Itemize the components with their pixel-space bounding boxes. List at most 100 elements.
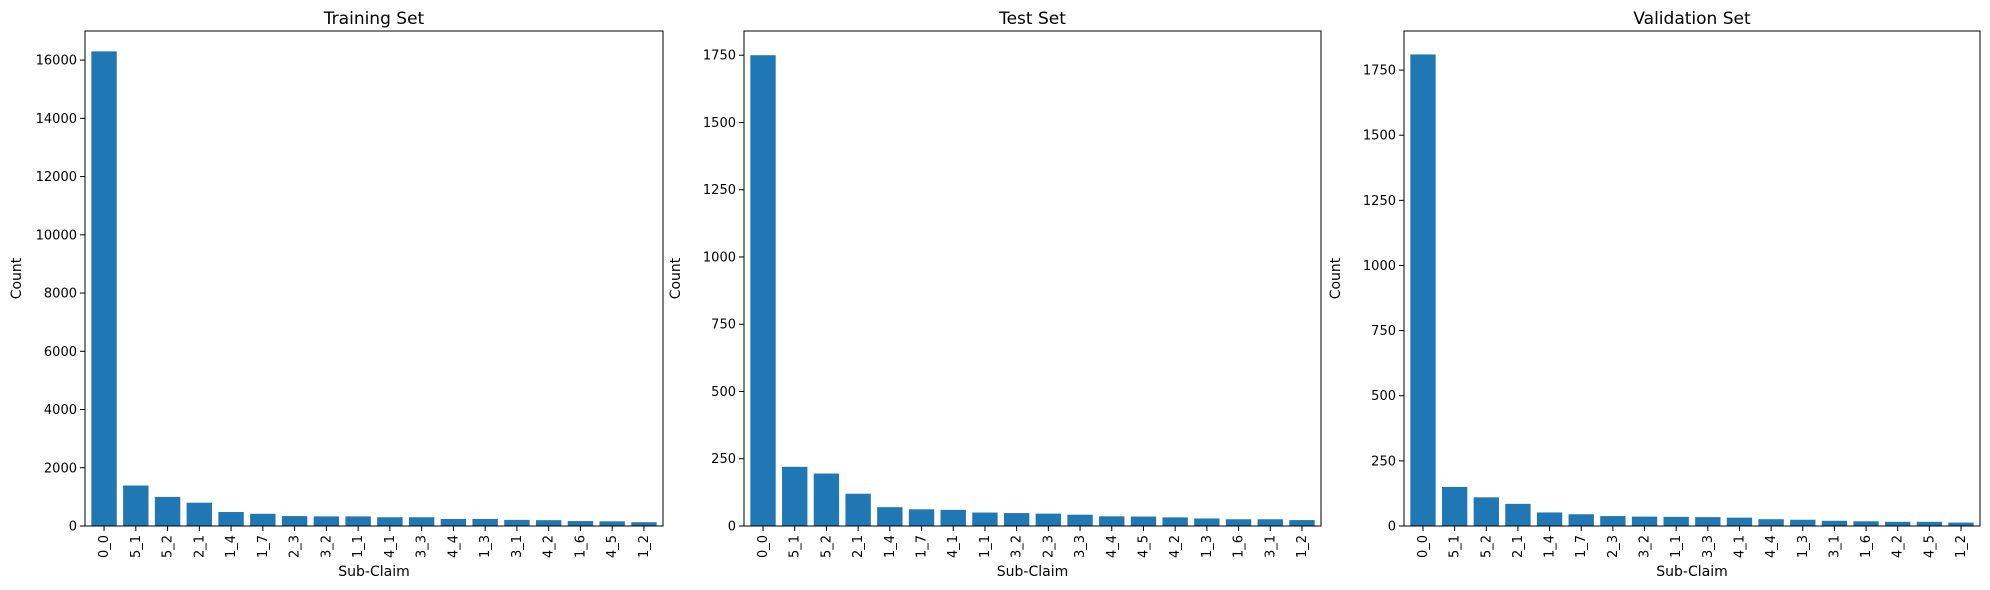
x-tick-label: 3_3 [415,535,430,558]
bar-3_2 [313,516,340,526]
bar-1_1 [1663,516,1689,526]
x-tick-label: 2_1 [192,535,207,558]
y-tick-label: 250 [1371,454,1396,469]
x-axis-label: Sub-Claim [1656,564,1727,580]
y-tick-label: 1750 [1363,64,1396,79]
y-tick-label: 1000 [1363,259,1396,274]
bar-5_2 [813,473,840,526]
x-tick-label: 1_7 [915,535,930,558]
bar-5_1 [123,485,149,526]
x-tick-label: 2_1 [1511,535,1526,558]
y-tick-label: 8000 [44,287,77,302]
x-tick-label: 4_4 [446,535,461,558]
y-axis-label: Count [668,257,684,299]
x-tick-label: 0_0 [756,535,771,558]
x-tick-label: 1_1 [1669,535,1684,558]
bar-1_4 [218,512,244,526]
chart-1: 0_0 5_1 5_2 2_1 1_4 1_7 4_1 1_1 3_2 2_3 3_3 4_4 4_5 4… [668,9,1322,580]
x-tick-label: 1_2 [1295,535,1310,558]
y-tick-label: 1250 [1363,194,1396,209]
x-tick-label: 1_6 [573,535,588,558]
bar-3_1 [1257,519,1283,526]
y-tick-label: 16000 [36,54,77,69]
y-tick-label: 10000 [36,228,77,243]
x-tick-label: 1_6 [1859,535,1874,558]
x-tick-label: 1_4 [883,535,898,558]
bar-1_2 [631,522,657,526]
bar-4_5 [1916,521,1943,526]
chart-2: 0_0 5_1 5_2 2_1 1_4 1_7 2_3 3_2 1_1 3_3 4_1 4_4 1_3 3… [1328,9,1981,580]
bar-3_3 [1067,514,1093,526]
bar-4_1 [377,517,403,526]
y-tick-label: 500 [711,385,736,400]
y-tick-label: 0 [728,520,736,535]
y-axis-label: Count [9,257,25,299]
x-tick-label: 1_2 [637,535,652,558]
bar-2_1 [186,502,213,526]
bar-3_1 [504,519,530,526]
x-tick-label: 4_5 [1922,535,1937,558]
bar-5_2 [154,496,181,526]
plot-frame [84,30,664,527]
y-tick-label: 250 [711,452,736,467]
x-tick-label: 5_2 [819,535,834,558]
x-tick-label: 0_0 [1416,535,1431,558]
x-tick-label: 1_6 [1232,535,1247,558]
bar-5_2 [1473,497,1499,526]
y-axis-label: Count [1328,257,1344,299]
x-tick-label: 1_7 [1574,535,1589,558]
bar-2_1 [845,493,871,526]
bar-2_3 [1035,513,1062,527]
bar-1_1 [972,512,998,526]
x-tick-label: 2_1 [851,535,866,558]
x-tick-label: 4_4 [1105,535,1120,558]
x-tick-label: 4_4 [1764,535,1779,558]
chart-0: 0_0 5_1 5_2 2_1 1_4 1_7 2_3 3_2 1_1 4_1 3_3 4_4 1_3 3… [9,9,664,580]
x-tick-label: 1_3 [1796,535,1811,558]
x-tick-label: 1_1 [978,535,993,558]
bar-5_1 [1441,486,1468,526]
bar-1_7 [250,513,276,526]
bar-4_4 [440,519,467,526]
x-tick-label: 3_2 [319,535,334,558]
x-tick-label: 3_1 [1263,535,1278,558]
chart-title: Test Set [998,9,1066,29]
x-tick-label: 5_1 [1448,535,1463,558]
bar-1_6 [567,521,594,526]
y-tick-label: 4000 [44,403,77,418]
bar-1_3 [1790,519,1816,526]
y-tick-label: 1000 [703,250,736,265]
bar-4_4 [1099,516,1125,526]
y-tick-label: 6000 [44,345,77,360]
bar-1_2 [1948,522,1974,526]
bar-4_1 [940,509,966,526]
bar-3_3 [1695,517,1721,526]
chart-title: Validation Set [1633,9,1751,29]
x-tick-label: 5_1 [129,535,144,558]
bar-1_6 [1853,521,1879,526]
x-tick-label: 3_3 [1073,535,1088,558]
x-tick-label: 1_3 [478,535,493,558]
bar-0_0 [1410,54,1436,526]
x-tick-label: 1_4 [1543,535,1558,558]
x-tick-label: 1_3 [1200,535,1215,558]
y-tick-label: 12000 [36,170,77,185]
bar-4_1 [1726,517,1753,526]
bar-4_5 [599,521,625,526]
chart-title: Training Set [323,9,425,29]
x-tick-label: 4_1 [946,535,961,558]
x-tick-label: 1_2 [1954,535,1969,558]
y-tick-label: 1250 [703,183,736,198]
x-tick-label: 2_3 [1041,535,1056,558]
bar-2_3 [281,516,308,526]
bar-2_3 [1600,516,1626,526]
x-tick-label: 4_2 [542,535,557,558]
bar-3_1 [1821,520,1848,526]
bar-3_2 [1631,516,1658,526]
x-tick-label: 1_7 [256,535,271,558]
bar-1_3 [472,519,498,526]
x-tick-label: 1_4 [224,535,239,558]
bar-4_2 [1885,521,1911,526]
x-tick-label: 5_2 [1479,535,1494,558]
